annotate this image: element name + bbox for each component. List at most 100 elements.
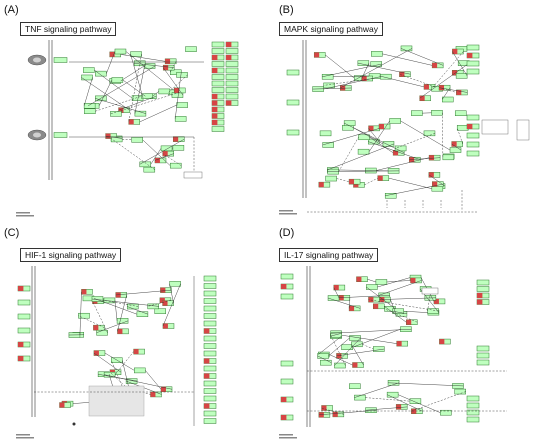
pathway-edge [110,92,180,115]
gene-node [466,409,480,416]
gene-node [110,111,122,117]
gene-node [95,70,107,77]
pathway-edge [439,87,468,93]
gene-node [211,61,225,67]
gene-node [160,386,173,393]
gene-node [373,346,385,352]
pathway-edge [361,63,370,79]
gene-node [352,362,364,368]
legend-mark [279,434,293,436]
gene-node [389,118,401,124]
gene-node [169,162,182,169]
pathway-edge [368,141,421,160]
pathway-edge [451,143,462,151]
gene-node [419,95,431,102]
gene-node [280,293,294,300]
gene-node [17,341,31,348]
gene-node [53,132,68,138]
pathway-edge [171,147,174,149]
panel-title: MAPK signaling pathway [279,22,384,36]
gene-node [318,181,331,188]
gene-node [203,313,217,319]
gene-node [134,367,146,374]
pathway-edge [338,169,389,172]
gene-node [93,324,105,331]
pathway-edge [338,137,359,172]
legend-mark [279,210,293,212]
gene-node [17,313,31,320]
gene-node [131,137,143,143]
gene-node [466,68,480,75]
pathway-edge [338,295,390,299]
gene-node [394,145,407,152]
pathway-edge [322,128,380,146]
pathway-edge [333,75,370,78]
gene-node [400,326,412,332]
pathway-edge [118,96,157,111]
gene-node [203,275,217,282]
pathway-edge [312,87,352,90]
pathway-diagram [279,266,507,439]
gene-node [203,283,217,289]
pathway-edge [403,310,428,313]
gene-node [366,284,378,290]
pathway-diagram [16,266,217,439]
pathway-edge [83,77,93,106]
pathway-edge [147,300,171,307]
pathway-edge [330,328,412,334]
panel-title: HIF-1 signaling pathway [20,248,122,262]
gene-node [476,345,490,352]
gene-node [431,110,443,116]
gene-node [466,141,480,148]
gene-node [439,338,451,345]
gene-node [117,328,129,335]
gene-node [442,96,454,103]
gene-node [17,327,31,334]
gene-node [286,99,300,106]
gene-node [225,87,239,93]
gene-node [438,84,451,91]
gene-node [93,350,106,356]
pathway-edge [104,352,135,371]
gene-node [185,46,197,52]
pathway-edge [132,389,151,395]
gene-node [286,129,300,136]
gene-node [211,41,225,48]
gene-node [466,52,480,59]
gene-node [225,100,239,106]
panel-letter: (A) [4,4,19,16]
gene-node [349,383,361,389]
gene-node [476,279,490,286]
gene-node [466,150,480,157]
gene-node [476,352,490,359]
pathway-edge [419,62,470,99]
gene-node [203,380,217,387]
gene-node [451,141,463,147]
compound-dot [72,422,76,426]
gene-node [162,323,175,329]
gene-node [59,402,71,408]
pathway-edge [341,334,397,344]
gene-node [174,116,187,122]
gene-node [370,61,382,67]
gene-node [330,332,342,338]
pathway-edge [95,95,142,112]
pathway-edge [163,67,184,96]
gene-node [466,114,480,121]
gene-node [449,147,462,153]
gene-node [466,60,480,67]
pathway-edge [378,280,422,296]
gene-node [476,286,490,292]
gene-node [211,54,225,61]
pathway-edge [106,51,116,74]
legend-mark [279,213,297,215]
pathway-edge [104,374,173,390]
gene-node [320,359,332,366]
pathway-edge [411,391,466,412]
gene-node [116,318,129,324]
gene-node [456,125,469,131]
pathway-edge [387,394,423,412]
pathway-edge [162,283,181,327]
pathway-edge [400,120,451,151]
gene-node [203,418,217,424]
